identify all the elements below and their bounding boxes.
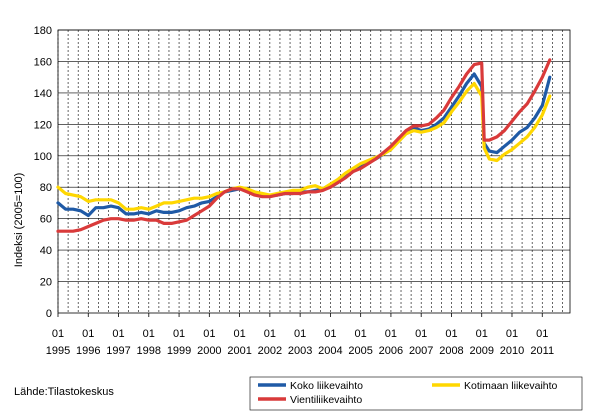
x-tick-month: 01 xyxy=(264,328,276,340)
x-tick-year: 2009 xyxy=(469,345,493,357)
x-tick-year: 2011 xyxy=(530,345,554,357)
x-tick-year: 1997 xyxy=(106,345,130,357)
series-line-2 xyxy=(56,81,552,211)
y-tick-label: 180 xyxy=(34,25,52,37)
x-tick-month: 01 xyxy=(506,328,518,340)
y-tick-label: 140 xyxy=(34,88,52,100)
x-tick-month: 01 xyxy=(233,328,245,340)
y-tick-label: 0 xyxy=(46,308,52,320)
x-tick-year: 2002 xyxy=(258,345,282,357)
y-tick-label: 80 xyxy=(40,182,52,194)
x-tick-year: 2007 xyxy=(409,345,433,357)
y-tick-label: 100 xyxy=(34,151,52,163)
source-note: Lähde:Tilastokeskus xyxy=(14,386,114,398)
x-tick-year: 1995 xyxy=(46,345,70,357)
series-line-3 xyxy=(56,58,552,233)
legend: Koko liikevaihto Kotimaan liikevaihto Vien… xyxy=(249,376,583,411)
x-tick-year: 2003 xyxy=(288,345,312,357)
x-tick-month: 01 xyxy=(112,328,124,340)
y-tick-label: 40 xyxy=(40,245,52,257)
x-tick-month: 01 xyxy=(294,328,306,340)
x-tick-month: 01 xyxy=(445,328,457,340)
plot-frame xyxy=(57,29,571,314)
x-tick-year: 1996 xyxy=(76,345,100,357)
legend-box xyxy=(249,376,583,411)
x-tick-year: 1998 xyxy=(137,345,161,357)
chart-grid xyxy=(57,29,570,313)
x-tick-month: 01 xyxy=(536,328,548,340)
legend-label-3: Vientiliikevaihto xyxy=(290,394,362,406)
y-tick-label: 20 xyxy=(40,277,52,289)
x-tick-month: 01 xyxy=(203,328,215,340)
x-tick-year: 2006 xyxy=(379,345,403,357)
x-tick-month: 01 xyxy=(324,328,336,340)
x-tick-year: 2008 xyxy=(439,345,463,357)
chart-series xyxy=(56,58,552,233)
y-axis-label: Indeksi (2005=100) xyxy=(13,173,25,267)
legend-label-1: Koko liikevaihto xyxy=(290,380,363,392)
x-tick-year: 2005 xyxy=(348,345,372,357)
x-tick-year: 2004 xyxy=(318,345,342,357)
x-tick-month: 01 xyxy=(476,328,488,340)
x-tick-year: 2000 xyxy=(197,345,221,357)
x-tick-year: 2001 xyxy=(227,345,251,357)
x-tick-month: 01 xyxy=(415,328,427,340)
x-tick-year: 2010 xyxy=(500,345,524,357)
x-tick-year: 1999 xyxy=(167,345,191,357)
x-tick-month: 01 xyxy=(355,328,367,340)
x-tick-month: 01 xyxy=(82,328,94,340)
chart-axes xyxy=(57,29,571,317)
x-tick-month: 01 xyxy=(143,328,155,340)
y-tick-label: 120 xyxy=(34,119,52,131)
x-tick-month: 01 xyxy=(52,328,64,340)
y-tick-label: 60 xyxy=(40,214,52,226)
x-tick-month: 01 xyxy=(173,328,185,340)
chart-tick-labels: 0 20 40 60 80 100 120 140 160 180 01 1995 01 1996 01 19… xyxy=(34,25,554,357)
legend-label-2: Kotimaan liikevaihto xyxy=(464,380,558,392)
x-tick-month: 01 xyxy=(385,328,397,340)
y-tick-label: 160 xyxy=(34,56,52,68)
